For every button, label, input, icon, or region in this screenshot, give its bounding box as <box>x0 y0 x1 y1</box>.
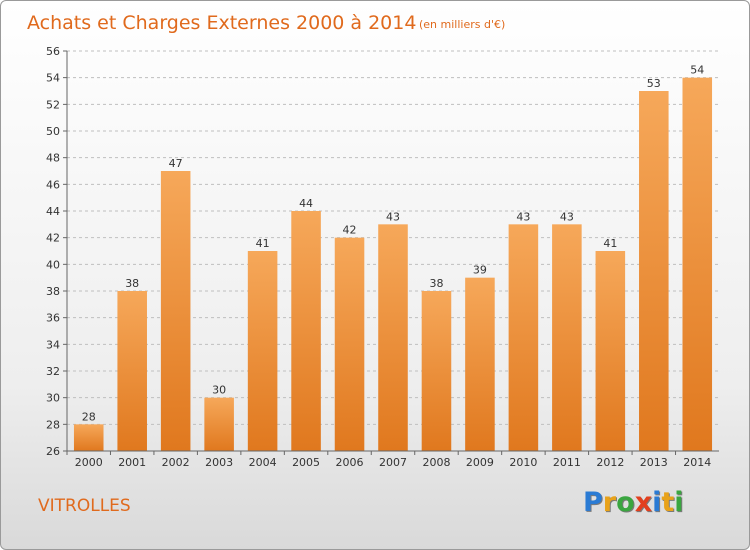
chart-title: Achats et Charges Externes 2000 à 2014 <box>27 12 416 34</box>
data-label-2009: 39 <box>473 264 487 277</box>
x-tick-label-2012: 2012 <box>596 456 624 469</box>
logo-letter: r <box>602 487 617 518</box>
x-tick-label-2005: 2005 <box>292 456 320 469</box>
data-label-2012: 41 <box>603 237 617 250</box>
data-label-2001: 38 <box>125 277 139 290</box>
y-tick-label: 46 <box>46 178 60 191</box>
logo-letter: i <box>674 487 684 518</box>
y-tick-label: 56 <box>46 45 60 58</box>
data-label-2005: 44 <box>299 197 313 210</box>
bar-2009 <box>465 277 495 451</box>
logo-letter: i <box>652 487 662 518</box>
y-axis-ticks: 26 28 30 32 34 36 38 40 42 44 46 48 50 52 54 56 <box>46 45 67 458</box>
data-label-2014: 54 <box>690 64 704 77</box>
x-tick-label-2010: 2010 <box>509 456 537 469</box>
y-tick-label: 36 <box>46 312 60 325</box>
data-label-2010: 43 <box>516 210 530 223</box>
y-tick-label: 40 <box>46 258 60 271</box>
x-tick-label-2008: 2008 <box>422 456 450 469</box>
bar-2005 <box>291 211 321 451</box>
data-label-2006: 42 <box>343 224 357 237</box>
bar-2004 <box>247 251 278 451</box>
data-label-2003: 30 <box>212 384 226 397</box>
data-label-2008: 38 <box>429 277 443 290</box>
bar-2008 <box>421 291 452 451</box>
bar-2012 <box>595 251 626 451</box>
x-tick-label-2014: 2014 <box>683 456 711 469</box>
logo-letter: x <box>634 487 653 518</box>
x-tick-label-2007: 2007 <box>379 456 407 469</box>
logo-letter: P <box>583 487 603 518</box>
y-tick-label: 50 <box>46 125 60 138</box>
y-tick-label: 34 <box>46 338 60 351</box>
logo-letter: o <box>616 487 635 518</box>
bar-2007 <box>378 224 408 451</box>
y-tick-label: 28 <box>46 418 60 431</box>
y-tick-label: 48 <box>46 152 60 165</box>
data-label-2013: 53 <box>647 77 661 90</box>
x-tick-label-2001: 2001 <box>118 456 146 469</box>
bar-2001 <box>117 291 147 451</box>
x-tick-label-2013: 2013 <box>640 456 668 469</box>
x-tick-label-2011: 2011 <box>553 456 581 469</box>
y-tick-label: 54 <box>46 72 60 85</box>
bar-2003 <box>204 397 234 451</box>
x-tick-label-2003: 2003 <box>205 456 233 469</box>
data-label-2007: 43 <box>386 210 400 223</box>
y-tick-label: 42 <box>46 232 60 245</box>
data-label-2002: 47 <box>169 157 183 170</box>
y-tick-label: 52 <box>46 98 60 111</box>
bar-2000 <box>73 424 104 451</box>
x-tick-label-2000: 2000 <box>75 456 103 469</box>
y-tick-label: 26 <box>46 445 60 458</box>
bar-2013 <box>639 91 669 451</box>
bar-2006 <box>334 237 365 451</box>
data-label-2004: 41 <box>256 237 270 250</box>
data-label-2011: 43 <box>560 210 574 223</box>
bars <box>73 77 713 452</box>
y-tick-label: 30 <box>46 392 60 405</box>
location-label: VITROLLES <box>38 496 131 516</box>
y-tick-label: 32 <box>46 365 60 378</box>
x-tick-label-2009: 2009 <box>466 456 494 469</box>
chart-subtitle: (en milliers d'€) <box>419 18 505 31</box>
proxiti-logo: Proxiti <box>583 487 684 525</box>
bar-2002 <box>160 171 191 451</box>
x-tick-label-2004: 2004 <box>249 456 277 469</box>
bar-2010 <box>508 224 539 451</box>
x-tick-label-2006: 2006 <box>336 456 364 469</box>
x-tick-label-2002: 2002 <box>162 456 190 469</box>
data-labels: 28 38 47 30 41 44 42 43 38 39 43 43 41 53 54 <box>82 64 705 424</box>
bar-2014 <box>682 77 713 452</box>
x-axis-ticks: 2000 2001 2002 2003 2004 2005 2006 2007 2008 2009… <box>66 451 711 469</box>
data-label-2000: 28 <box>82 410 96 423</box>
logo-letter: t <box>661 487 675 518</box>
y-tick-label: 44 <box>46 205 60 218</box>
y-tick-label: 38 <box>46 285 60 298</box>
bar-2011 <box>552 224 582 451</box>
